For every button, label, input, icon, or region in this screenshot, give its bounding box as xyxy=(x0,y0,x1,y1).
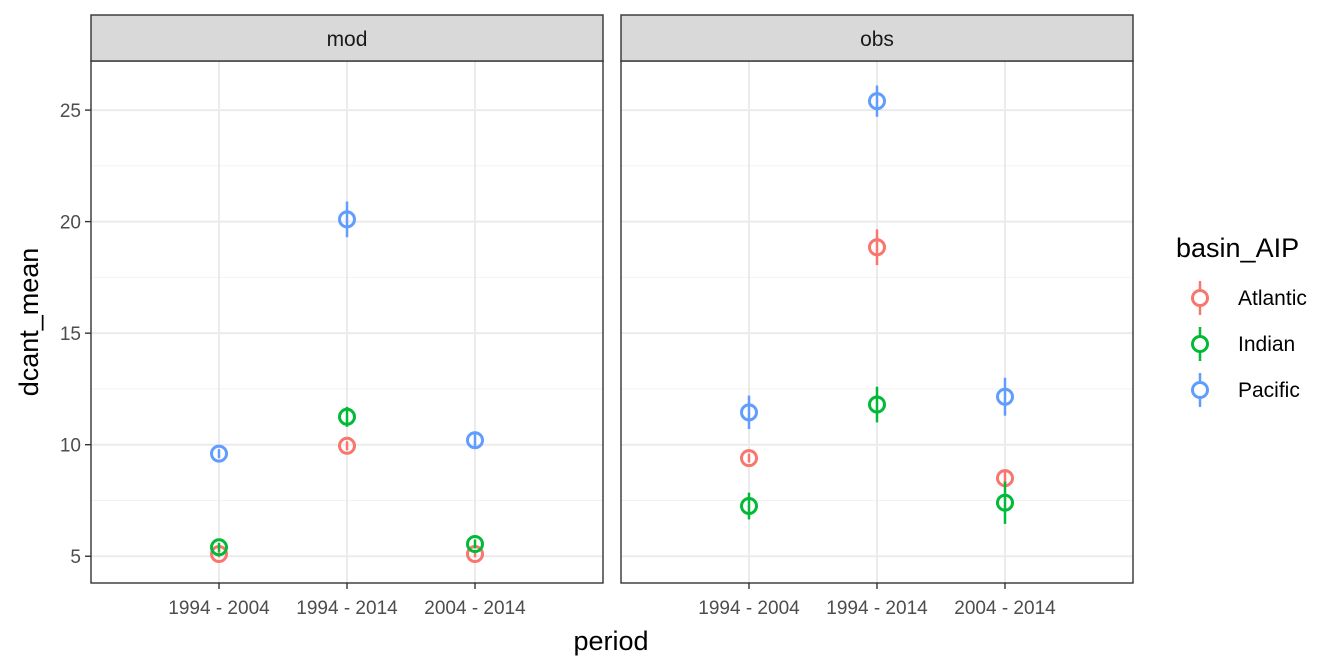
data-point xyxy=(868,92,886,111)
x-axis-title: period xyxy=(573,626,648,656)
y-tick-label: 15 xyxy=(60,324,81,345)
x-tick-label: 1994 - 2014 xyxy=(296,598,398,619)
legend-key-point xyxy=(1191,335,1209,353)
x-tick-label: 1994 - 2014 xyxy=(826,598,928,619)
data-point xyxy=(868,238,886,257)
legend-label-indian: Indian xyxy=(1238,333,1295,356)
legend-label-pacific: Pacific xyxy=(1238,379,1300,402)
y-tick-label: 20 xyxy=(60,213,81,234)
data-point xyxy=(338,407,356,426)
y-tick-label: 10 xyxy=(60,436,81,457)
legend-key-indian xyxy=(1191,327,1209,361)
data-point xyxy=(210,538,228,557)
facet-strip-label: mod xyxy=(327,28,368,51)
data-point xyxy=(868,395,886,414)
data-point xyxy=(996,493,1014,512)
legend-key-atlantic xyxy=(1191,281,1209,315)
series-pacific xyxy=(740,85,1014,430)
y-axis: 5 10 15 20 25 xyxy=(60,101,91,568)
y-tick-label: 5 xyxy=(70,547,81,568)
legend-key-pacific xyxy=(1191,373,1209,407)
data-point xyxy=(996,387,1014,406)
panels-group: mod 1994 - 2004 1994 - 2014 2004 - 2014 obs 1… xyxy=(90,14,1134,619)
data-point xyxy=(740,449,758,468)
facet-strip-label: obs xyxy=(860,28,894,51)
y-tick-label: 25 xyxy=(60,101,81,122)
series-pacific xyxy=(210,201,484,463)
series-indian xyxy=(210,406,484,557)
data-point xyxy=(210,444,228,463)
data-point xyxy=(338,210,356,229)
x-tick-label: 2004 - 2014 xyxy=(954,598,1056,619)
legend-title: basin_AIP xyxy=(1176,233,1299,263)
data-point xyxy=(740,403,758,422)
series-atlantic xyxy=(740,229,1014,488)
facet-strip xyxy=(90,14,604,62)
x-tick-label: 1994 - 2004 xyxy=(168,598,270,619)
legend: basin_AIP Atlantic Indian Pacific xyxy=(1176,233,1307,407)
panel-mod: mod 1994 - 2004 1994 - 2014 2004 - 2014 xyxy=(90,14,604,619)
x-tick-label: 1994 - 2004 xyxy=(698,598,800,619)
panel-obs: obs 1994 - 2004 1994 - 2014 2004 - 2014 xyxy=(620,14,1134,619)
y-axis-title: dcant_mean xyxy=(14,248,44,397)
data-point xyxy=(466,534,484,553)
legend-key-point xyxy=(1191,289,1209,307)
legend-key-point xyxy=(1191,381,1209,399)
data-point xyxy=(466,431,484,450)
data-point xyxy=(338,436,356,455)
x-tick-label: 2004 - 2014 xyxy=(424,598,526,619)
data-point xyxy=(740,497,758,516)
legend-label-atlantic: Atlantic xyxy=(1238,287,1307,310)
facet-strip xyxy=(620,14,1134,62)
series-indian xyxy=(740,386,1014,524)
